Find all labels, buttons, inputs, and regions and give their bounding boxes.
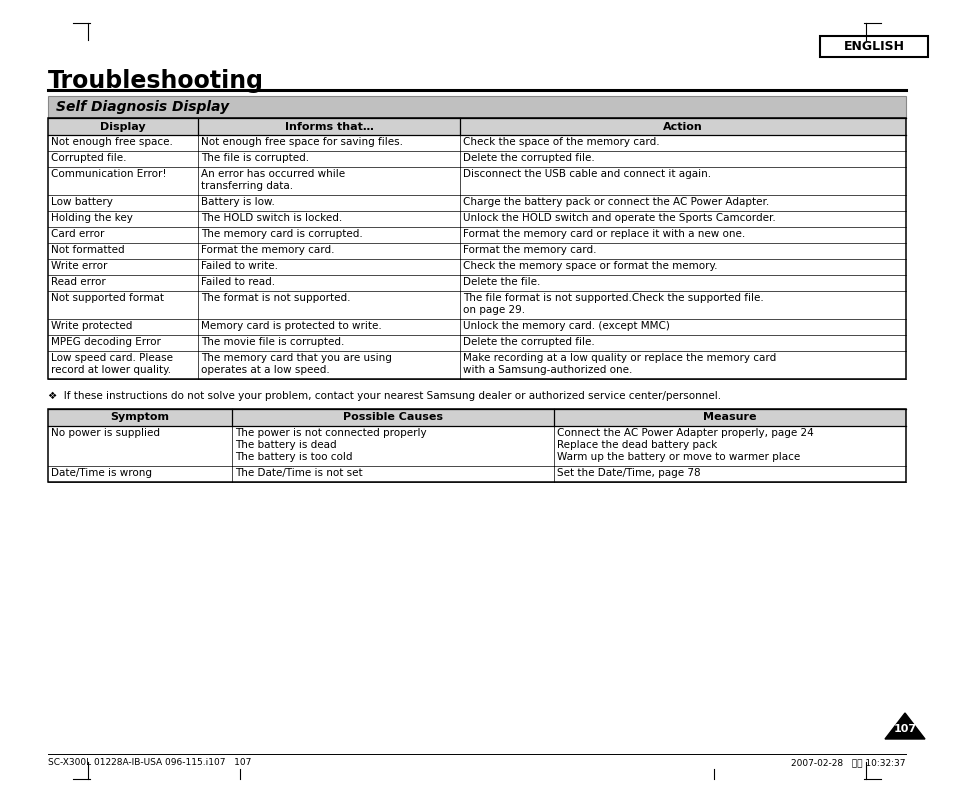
Bar [48,409,905,482]
Text: Set the Date/Time, page 78: Set the Date/Time, page 78 [557,468,700,478]
Text: The HOLD switch is locked.: The HOLD switch is locked. [201,213,342,223]
Text: Action: Action [662,121,702,132]
Text: SC-X300L 01228A-IB-USA 096-115.i107   107: SC-X300L 01228A-IB-USA 096-115.i107 107 [48,758,251,767]
Text: Possible Causes: Possible Causes [343,412,443,423]
Bar [48,118,905,135]
Text: Failed to write.: Failed to write. [201,261,278,271]
Text: Not enough free space for saving files.: Not enough free space for saving files. [201,137,403,147]
Text: Delete the corrupted file.: Delete the corrupted file. [462,337,594,347]
Text: Unlock the memory card. (except MMC): Unlock the memory card. (except MMC) [462,321,669,331]
Text: MPEG decoding Error: MPEG decoding Error [51,337,161,347]
Text: Failed to read.: Failed to read. [201,277,275,287]
Text: The power is not connected properly: The power is not connected properly [235,428,427,438]
Text: Date/Time is wrong: Date/Time is wrong [51,468,152,478]
Text: Informs that…: Informs that… [284,121,373,132]
Text: Not enough free space.: Not enough free space. [51,137,172,147]
Text: No power is supplied: No power is supplied [51,428,160,438]
Text: with a Samsung-authorized one.: with a Samsung-authorized one. [462,365,632,375]
Text: Communication Error!: Communication Error! [51,169,167,179]
Text: Check the space of the memory card.: Check the space of the memory card. [462,137,659,147]
Text: Connect the AC Power Adapter properly, page 24: Connect the AC Power Adapter properly, p… [557,428,813,438]
Text: The memory card that you are using: The memory card that you are using [201,353,392,363]
Text: The memory card is corrupted.: The memory card is corrupted. [201,229,362,239]
Text: Display: Display [100,121,146,132]
Text: ENGLISH: ENGLISH [842,40,903,53]
Text: operates at a low speed.: operates at a low speed. [201,365,330,375]
Text: Format the memory card.: Format the memory card. [201,245,335,255]
Text: Not supported format: Not supported format [51,293,164,303]
Text: ❖  If these instructions do not solve your problem, contact your nearest Samsung: ❖ If these instructions do not solve you… [48,391,720,401]
Text: Format the memory card.: Format the memory card. [462,245,596,255]
Bar [48,118,905,379]
Text: Corrupted file.: Corrupted file. [51,153,127,163]
Text: Write protected: Write protected [51,321,132,331]
Bar [48,96,905,118]
Text: Self Diagnosis Display: Self Diagnosis Display [56,100,229,114]
Text: Write error: Write error [51,261,108,271]
Text: Symptom: Symptom [111,412,170,423]
Text: Low speed card. Please: Low speed card. Please [51,353,172,363]
Text: Charge the battery pack or connect the AC Power Adapter.: Charge the battery pack or connect the A… [462,197,768,207]
Polygon shape [884,713,924,739]
Text: 2007-02-28   오전 10:32:37: 2007-02-28 오전 10:32:37 [791,758,905,767]
Bar [820,36,927,57]
Text: The file format is not supported.Check the supported file.: The file format is not supported.Check t… [462,293,762,303]
Text: Warm up the battery or move to warmer place: Warm up the battery or move to warmer pl… [557,452,800,462]
Text: The format is not supported.: The format is not supported. [201,293,351,303]
Text: The Date/Time is not set: The Date/Time is not set [235,468,363,478]
Text: Read error: Read error [51,277,106,287]
Text: 107: 107 [893,724,916,734]
Text: Card error: Card error [51,229,104,239]
Text: Troubleshooting: Troubleshooting [48,69,264,93]
Bar [48,409,905,426]
Text: Check the memory space or format the memory.: Check the memory space or format the mem… [462,261,717,271]
Text: The movie file is corrupted.: The movie file is corrupted. [201,337,344,347]
Text: The file is corrupted.: The file is corrupted. [201,153,309,163]
Text: Holding the key: Holding the key [51,213,132,223]
Text: Not formatted: Not formatted [51,245,125,255]
Text: Delete the file.: Delete the file. [462,277,539,287]
Text: Make recording at a low quality or replace the memory card: Make recording at a low quality or repla… [462,353,776,363]
Text: Low battery: Low battery [51,197,112,207]
Text: Measure: Measure [702,412,756,423]
Text: transferring data.: transferring data. [201,181,293,191]
Text: Delete the corrupted file.: Delete the corrupted file. [462,153,594,163]
Text: Battery is low.: Battery is low. [201,197,274,207]
Text: Memory card is protected to write.: Memory card is protected to write. [201,321,381,331]
Text: record at lower quality.: record at lower quality. [51,365,171,375]
Text: An error has occurred while: An error has occurred while [201,169,345,179]
Text: The battery is dead: The battery is dead [235,440,336,450]
Text: Unlock the HOLD switch and operate the Sports Camcorder.: Unlock the HOLD switch and operate the S… [462,213,775,223]
Text: Format the memory card or replace it with a new one.: Format the memory card or replace it wit… [462,229,744,239]
Text: The battery is too cold: The battery is too cold [235,452,353,462]
Text: Replace the dead battery pack: Replace the dead battery pack [557,440,717,450]
Text: Disconnect the USB cable and connect it again.: Disconnect the USB cable and connect it … [462,169,710,179]
Text: on page 29.: on page 29. [462,305,524,315]
